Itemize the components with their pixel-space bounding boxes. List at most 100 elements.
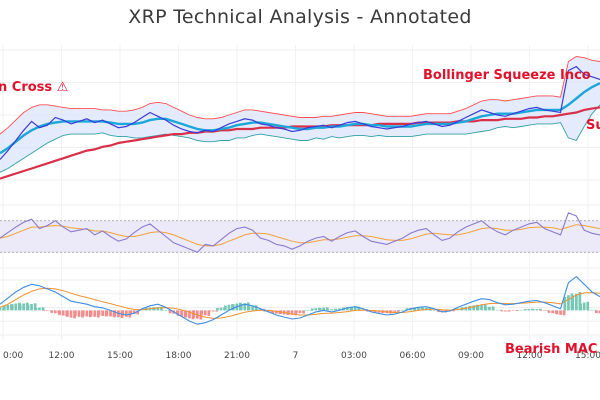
macd-histogram-bar [3,305,6,311]
macd-histogram-bar [499,309,503,311]
macd-histogram-bar [247,306,251,311]
macd-histogram-bar [215,310,218,312]
macd-histogram-bar [74,310,77,316]
macd-histogram-bar [582,302,586,311]
macd-histogram-bar [156,307,160,311]
macd-histogram-bar [6,304,10,311]
macd-histogram-bar [50,310,54,313]
macd-histogram-bar [231,304,235,311]
macd-histogram-bar [472,305,475,311]
macd-histogram-bar [314,308,318,311]
macd-histogram-bar [255,309,259,311]
macd-histogram-bar [468,306,472,311]
macd-histogram-bar [180,310,183,317]
macd-histogram-bar [298,310,302,314]
macd-histogram-bar [357,306,361,311]
macd-histogram-bar [338,308,341,311]
macd-histogram-bar [515,310,518,311]
macd-histogram-bar [524,309,527,311]
macd-histogram-bar [369,310,373,312]
macd-histogram-bar [254,305,258,311]
rsi-signal-line [0,224,600,247]
macd-histogram-bar [168,310,172,314]
macd-histogram-bar [160,310,164,311]
macd-histogram-bar [531,309,535,311]
macd-histogram-bar [61,310,65,316]
annotation-bollinger-squeeze: Bollinger Squeeze Inco [423,68,591,83]
macd-histogram-bar [476,305,480,311]
macd-histogram-bar [18,304,22,311]
macd-histogram-bar [429,310,432,311]
macd-histogram-bar [153,307,156,311]
macd-histogram-bar [164,310,168,311]
macd-histogram-bar [267,310,270,312]
macd-histogram-bar [224,305,227,311]
macd-histogram-bar [303,310,306,311]
macd-histogram-bar [488,306,491,311]
macd-histogram-bar [200,310,204,315]
macd-histogram-bar [34,307,38,311]
macd-histogram-bar [405,308,409,311]
macd-histogram-bar [511,310,515,311]
macd-histogram-bar [318,307,322,311]
x-tick-label: 15:00 [575,351,600,361]
macd-histogram-bar [101,310,104,316]
macd-histogram-bar [46,310,49,311]
macd-histogram-bar [555,310,559,315]
macd-histogram-bar [136,310,140,315]
macd-histogram-bar [567,295,570,311]
macd-histogram-bar [586,301,590,311]
macd-histogram-bar [492,309,496,311]
macd-histogram-bar [551,310,554,314]
macd-histogram-bar [397,309,401,311]
macd-histogram-bar [251,305,254,311]
price-panel [0,56,600,180]
macd-histogram-bar [598,310,600,314]
macd-histogram-bar [14,303,18,311]
macd-histogram-bar [559,310,562,315]
macd-histogram-bar [97,310,101,316]
annotation-bearish-macd: Bearish MAC [505,342,598,357]
macd-histogram-bar [121,310,125,316]
macd-histogram-bar [287,310,290,315]
macd-histogram-bar [413,307,417,311]
macd-histogram-bar [30,304,33,311]
macd-histogram-bar [539,310,543,311]
macd-histogram-bar [432,310,436,311]
annotation-support: Su [586,118,600,133]
macd-histogram-bar [203,310,207,316]
macd-histogram-bar [129,310,132,314]
macd-histogram-bar [10,304,14,311]
macd-histogram-bar [571,295,575,311]
macd-histogram-bar [41,307,45,311]
macd-histogram-bar [452,310,455,312]
macd-histogram-bar [113,310,117,317]
macd-histogram-bar [437,310,440,313]
macd-histogram-bar [290,310,294,315]
macd-histogram-bar [77,310,81,317]
macd-histogram-bar [508,310,511,311]
macd-histogram-bar [306,310,310,311]
macd-histogram-bar [42,310,46,311]
grid-lines [0,45,600,340]
x-tick-label: 18:00 [166,351,192,361]
macd-histogram-bar [491,306,495,311]
x-axis: 0:00 12:00 15:00 18:00 21:00 7 03:00 06:00 09:00… [3,351,600,361]
macd-histogram-bar [325,307,329,311]
rsi-line [0,212,600,253]
macd-histogram-bar [401,309,404,311]
macd-histogram-bar [393,310,397,312]
macd-histogram-bar [374,310,377,313]
macd-histogram-bar [595,310,598,314]
rsi-band-fill [0,220,600,253]
bollinger-band-fill [0,56,600,173]
macd-histogram-bar [239,304,243,311]
rsi-panel [0,212,600,253]
macd-histogram-bar [53,310,57,314]
macd-histogram-bar [578,292,582,311]
macd-histogram-bar [0,307,2,311]
macd-histogram-bar [480,304,483,311]
macd-histogram-bar [353,307,357,311]
